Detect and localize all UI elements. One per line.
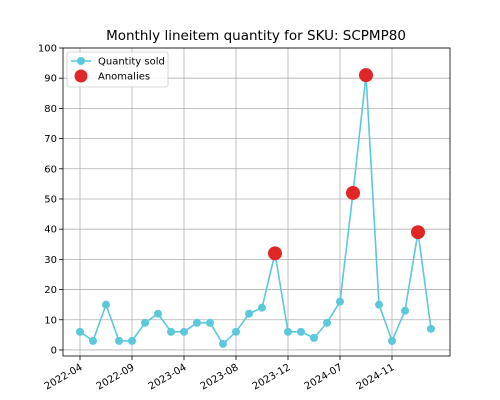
y-tick-label: 40 xyxy=(44,225,57,236)
quantity-point xyxy=(206,318,214,327)
quantity-point xyxy=(375,300,383,309)
x-tick-label: 2022-09 xyxy=(95,362,137,392)
y-tick-label: 20 xyxy=(44,285,57,296)
x-tick-label: 2023-08 xyxy=(199,362,241,392)
anomaly-point xyxy=(411,225,425,240)
x-tick-label: 2022-04 xyxy=(43,362,85,392)
y-tick-label: 90 xyxy=(44,74,57,85)
quantity-point xyxy=(310,333,318,342)
legend-quantity-marker xyxy=(77,57,85,65)
quantity-point xyxy=(89,336,97,345)
plot-frame xyxy=(62,47,451,357)
y-tick-label: 30 xyxy=(44,255,57,266)
y-tick-label: 60 xyxy=(44,164,57,175)
quantity-point xyxy=(193,318,201,327)
y-axis-ticks: 0 10 20 30 40 50 60 70 80 90 100 xyxy=(38,44,63,356)
quantity-point xyxy=(336,297,344,306)
anomaly-point xyxy=(346,185,360,200)
quantity-point xyxy=(102,300,110,309)
quantity-point xyxy=(258,303,266,312)
quantity-point xyxy=(427,324,435,333)
y-tick-label: 0 xyxy=(51,345,57,356)
quantity-point xyxy=(141,318,149,327)
legend-box xyxy=(66,51,169,88)
quantity-markers xyxy=(76,71,435,348)
quantity-point xyxy=(401,306,409,315)
legend-anomaly-marker xyxy=(74,69,88,83)
x-tick-label: 2023-04 xyxy=(147,362,189,392)
legend-label-anomalies: Anomalies xyxy=(98,72,150,83)
y-tick-label: 10 xyxy=(44,315,57,326)
anomaly-markers xyxy=(268,68,425,261)
anomaly-point xyxy=(359,68,373,83)
quantity-point xyxy=(128,336,136,345)
x-axis-ticks: 2022-04 2022-09 2023-04 2023-08 2023-12 2024-… xyxy=(43,356,397,392)
y-tick-label: 50 xyxy=(44,194,57,205)
y-tick-label: 80 xyxy=(44,104,57,115)
quantity-point xyxy=(219,339,227,348)
quantity-point xyxy=(245,309,253,318)
y-tick-label: 70 xyxy=(44,134,57,145)
quantity-point xyxy=(297,327,305,336)
quantity-point xyxy=(76,327,84,336)
legend: Quantity sold Anomalies xyxy=(66,51,169,88)
quantity-line-series xyxy=(79,74,432,345)
quantity-point xyxy=(180,327,188,336)
x-tick-label: 2024-11 xyxy=(355,362,397,392)
x-tick-label: 2023-12 xyxy=(251,362,293,392)
chart-title: Monthly lineitem quantity for SKU: SCPMP… xyxy=(106,28,406,44)
quantity-point xyxy=(232,327,240,336)
quantity-point xyxy=(284,327,292,336)
quantity-point xyxy=(115,336,123,345)
y-tick-label: 100 xyxy=(38,44,57,55)
quantity-line xyxy=(79,74,432,345)
x-tick-label: 2024-07 xyxy=(303,362,345,392)
quantity-point xyxy=(388,336,396,345)
quantity-point xyxy=(167,327,175,336)
quantity-point xyxy=(154,309,162,318)
quantity-point xyxy=(323,318,331,327)
anomaly-point xyxy=(268,246,282,261)
legend-label-quantity: Quantity sold xyxy=(98,57,165,68)
